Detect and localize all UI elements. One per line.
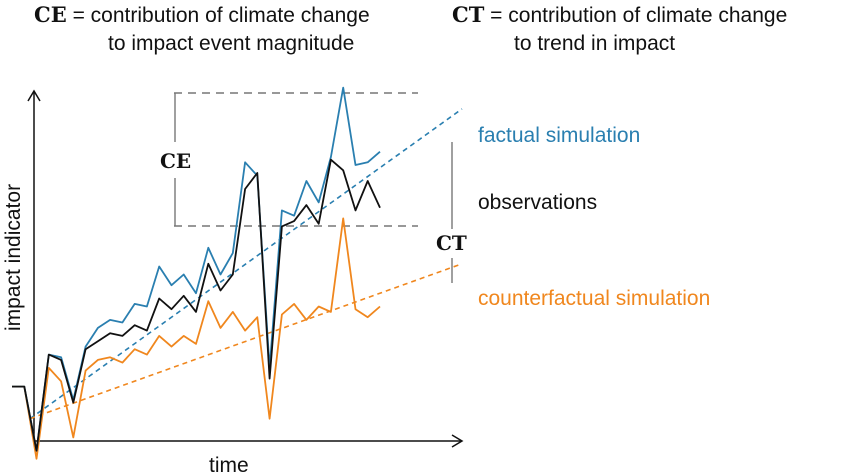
ct-header-line1: CT = contribution of climate change (452, 2, 787, 27)
ct-header-text: = contribution of climate change (484, 4, 787, 27)
observations-line (12, 158, 381, 452)
counterfactual-trend-line (29, 263, 463, 420)
axes (27, 89, 464, 448)
ct-header-symbol: CT (452, 2, 485, 27)
y-axis-label: impact indicator (2, 184, 25, 331)
x-axis-arrow (451, 434, 464, 448)
label-factual-simulation: factual simulation (478, 124, 640, 147)
series-layer (12, 86, 463, 460)
ct-header-line2: to trend in impact (514, 32, 675, 55)
factual-simulation-line (12, 86, 381, 452)
ce-header-line1: CE = contribution of climate change (34, 2, 370, 27)
ce-header-line2: to impact event magnitude (108, 32, 354, 55)
ce-header-text: = contribution of climate change (67, 4, 370, 27)
label-observations: observations (478, 191, 597, 214)
label-counterfactual-simulation: counterfactual simulation (478, 287, 710, 310)
ce-symbol: CE (160, 149, 191, 173)
factual-trend-line (29, 108, 463, 420)
y-axis-arrow (27, 89, 41, 102)
ce-guides (174, 92, 418, 227)
ct-symbol: CT (436, 231, 467, 255)
ce-header-symbol: CE (34, 2, 67, 27)
counterfactual-simulation-line (12, 217, 381, 460)
x-axis-label: time (209, 454, 249, 474)
